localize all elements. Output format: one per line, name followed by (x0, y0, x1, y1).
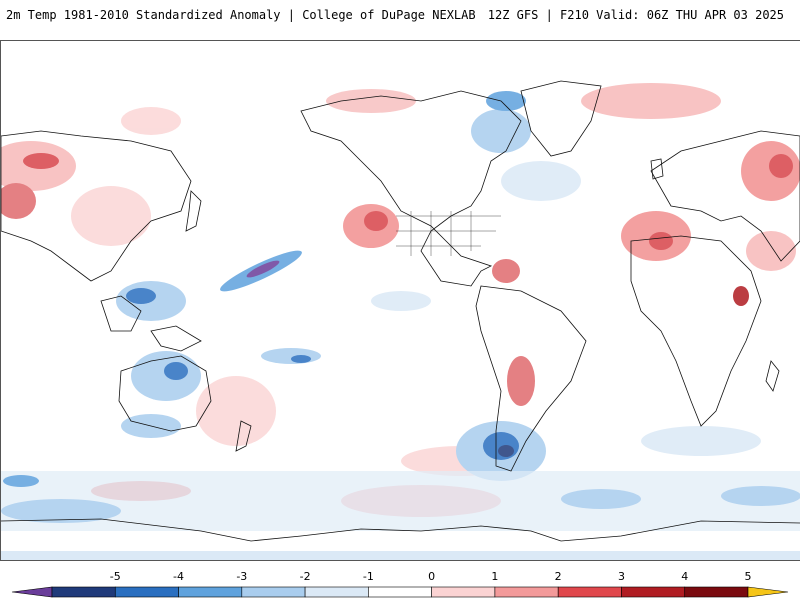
anomaly-shading (1, 83, 800, 531)
colorbar-tick-label: 3 (618, 570, 625, 583)
colorbar-segment (684, 586, 749, 598)
world-map (0, 40, 800, 561)
colorbar-tick-label: 2 (555, 570, 562, 583)
colorbar-tick-label: -5 (110, 570, 121, 583)
bottom-edge-band (1, 551, 800, 560)
colorbar-tick-label: -2 (300, 570, 311, 583)
colorbar-max-arrow (747, 586, 789, 598)
coastlines (1, 80, 800, 542)
colorbar-min-arrow (11, 586, 53, 598)
model-valid-time: 12Z GFS | F210 Valid: 06Z THU APR 03 202… (487, 8, 784, 22)
map-title: 2m Temp 1981-2010 Standardized Anomaly |… (6, 8, 476, 22)
colorbar-segment (304, 586, 369, 598)
colorbar-tick-label: 0 (428, 570, 435, 583)
colorbar-segment (178, 586, 243, 598)
colorbar-svg: -5 -4 -3 -2 -1 0 1 2 3 4 5 (11, 570, 789, 598)
colorbar-segment (557, 586, 622, 598)
colorbar-tick-label: -4 (173, 570, 184, 583)
us-state-lines (396, 211, 501, 256)
colorbar-tick-label: -1 (363, 570, 374, 583)
title-bar: 2m Temp 1981-2010 Standardized Anomaly |… (0, 0, 800, 32)
colorbar-segment (114, 586, 179, 598)
colorbar-segment (241, 586, 306, 598)
colorbar: -5 -4 -3 -2 -1 0 1 2 3 4 5 (0, 568, 800, 600)
colorbar-tick-label: 5 (745, 570, 752, 583)
colorbar-segment (51, 586, 116, 598)
colorbar-segment (368, 586, 432, 598)
colorbar-segment (431, 586, 496, 598)
colorbar-segment (494, 586, 559, 598)
colorbar-tick-label: -3 (236, 570, 247, 583)
colorbar-tick-label: 4 (681, 570, 688, 583)
anomaly-map-svg (1, 80, 800, 560)
colorbar-tick-label: 1 (491, 570, 498, 583)
colorbar-segment (621, 586, 686, 598)
